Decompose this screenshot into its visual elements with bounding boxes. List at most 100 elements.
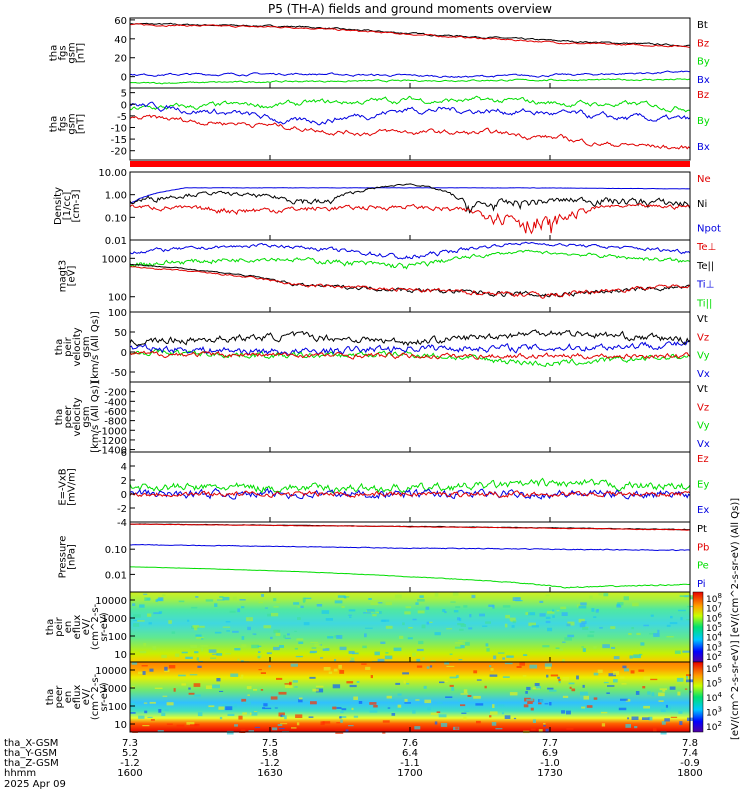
spectrogram-pixel — [352, 652, 359, 655]
spectrogram-pixel — [166, 702, 174, 706]
spectrogram-pixel — [340, 719, 343, 723]
spectrogram-pixel — [679, 595, 684, 597]
spectrogram-pixel — [556, 609, 560, 612]
spectrogram-pixel — [622, 665, 627, 669]
spectrogram-pixel — [168, 620, 172, 624]
colorbar-tick: 103 — [706, 706, 722, 719]
spectrogram-pixel — [552, 609, 555, 612]
y-axis-label: en — [63, 621, 74, 634]
spectrogram-pixel — [339, 670, 345, 674]
legend-pi: Pi — [697, 579, 706, 590]
spectrogram-pixel — [363, 612, 371, 614]
spectrogram-pixel — [164, 666, 168, 671]
spectrogram-pixel — [298, 697, 303, 700]
spectrogram-pixel — [562, 659, 565, 662]
legend-te||: Te|| — [696, 261, 714, 272]
colorbar-tick: 104 — [706, 691, 722, 704]
spectrogram-pixel — [436, 702, 443, 704]
spectrogram-pixel — [210, 657, 217, 659]
spectrogram-pixel — [490, 668, 494, 671]
spectrogram-pixel — [658, 692, 665, 697]
spectrogram-pixel — [482, 625, 488, 627]
spectrogram-pixel — [201, 647, 204, 652]
spectrogram-pixel — [468, 627, 473, 630]
y-axis-label: (cm^2-s- — [90, 673, 101, 720]
spectrogram-pixel — [157, 730, 164, 732]
legend-by: By — [697, 116, 710, 127]
spectrogram-pixel — [191, 606, 198, 609]
spectrogram-pixel — [138, 715, 145, 719]
spectrogram-pixel — [351, 707, 354, 711]
spectrogram-pixel — [527, 701, 533, 704]
spectrogram-pixel — [442, 609, 446, 612]
spectrogram-pixel — [264, 707, 272, 710]
spectrogram-pixel — [193, 683, 201, 687]
spectrogram-pixel — [511, 625, 515, 628]
spectrogram-pixel — [506, 655, 514, 658]
spectrogram-pixel — [460, 624, 466, 627]
spectrogram-pixel — [377, 602, 383, 604]
spectrogram-pixel — [321, 610, 330, 614]
spectrogram-pixel — [485, 643, 489, 647]
y-axis-label: peer — [54, 685, 65, 709]
spectrogram-pixel — [312, 688, 319, 692]
spectrogram-pixel — [181, 651, 188, 654]
spectrogram-pixel — [364, 633, 367, 638]
spectrogram-pixel — [543, 723, 546, 725]
spectrogram-pixel — [426, 666, 430, 669]
spectrogram-pixel — [424, 699, 432, 704]
spectrogram-pixel — [161, 712, 166, 716]
spectrogram-pixel — [513, 717, 517, 720]
spectrogram-pixel — [587, 634, 594, 638]
spectrogram-pixel — [293, 602, 300, 605]
spectrogram-pixel — [509, 617, 516, 621]
spectrogram-pixel — [464, 710, 470, 712]
y-axis-label: fgs — [58, 116, 69, 131]
spectrogram-pixel — [336, 707, 342, 709]
spectrogram-pixel — [175, 653, 180, 657]
spectrogram-pixel — [564, 637, 572, 641]
y-tick-label: 1.00 — [105, 191, 127, 202]
spectrogram-pixel — [525, 612, 530, 615]
spectrogram-pixel — [580, 691, 588, 696]
spectrogram-pixel — [558, 680, 561, 684]
spectrogram-pixel — [458, 617, 462, 622]
spectrogram-pixel — [569, 686, 572, 689]
spectrogram-pixel — [193, 694, 201, 697]
spectrogram-pixel — [684, 688, 688, 690]
y-tick-label: -10 — [111, 123, 127, 134]
xaxis-row-label: tha_Y-GSM — [4, 748, 57, 759]
spectrogram-pixel — [613, 656, 620, 660]
spectrogram-pixel — [636, 632, 641, 636]
spectrogram-pixel — [486, 648, 490, 652]
spectrogram-pixel — [532, 719, 536, 723]
legend-ne: Ne — [697, 174, 711, 185]
spectrogram-pixel — [455, 642, 463, 644]
spectrogram-pixel — [386, 695, 392, 699]
spectrogram-pixel — [580, 602, 587, 606]
spectrogram-pixel — [279, 645, 284, 648]
legend-ex: Ex — [697, 505, 709, 516]
spectrogram-pixel — [377, 658, 385, 662]
spectrogram-pixel — [205, 685, 212, 689]
y-axis-label: velocity — [72, 397, 83, 436]
spectrogram-pixel — [530, 707, 534, 711]
spectrogram-pixel — [327, 636, 334, 639]
spectrogram-pixel — [267, 613, 271, 617]
spectrogram-pixel — [531, 625, 539, 628]
legend-te⊥: Te⊥ — [696, 242, 716, 253]
spectrogram-pixel — [358, 701, 363, 704]
spectrogram-pixel — [651, 692, 655, 697]
spectrogram-pixel — [339, 716, 347, 718]
y-tick-label: -400 — [104, 397, 127, 408]
spectrogram-pixel — [545, 728, 549, 733]
spectrogram-pixel — [366, 609, 375, 612]
spectrogram-pixel — [539, 613, 546, 617]
spectrogram-pixel — [348, 650, 355, 654]
spectrogram-pixel — [658, 700, 664, 702]
spectrogram-pixel — [412, 652, 416, 657]
legend-bx: Bx — [697, 142, 710, 153]
spectrogram-pixel — [292, 680, 298, 683]
